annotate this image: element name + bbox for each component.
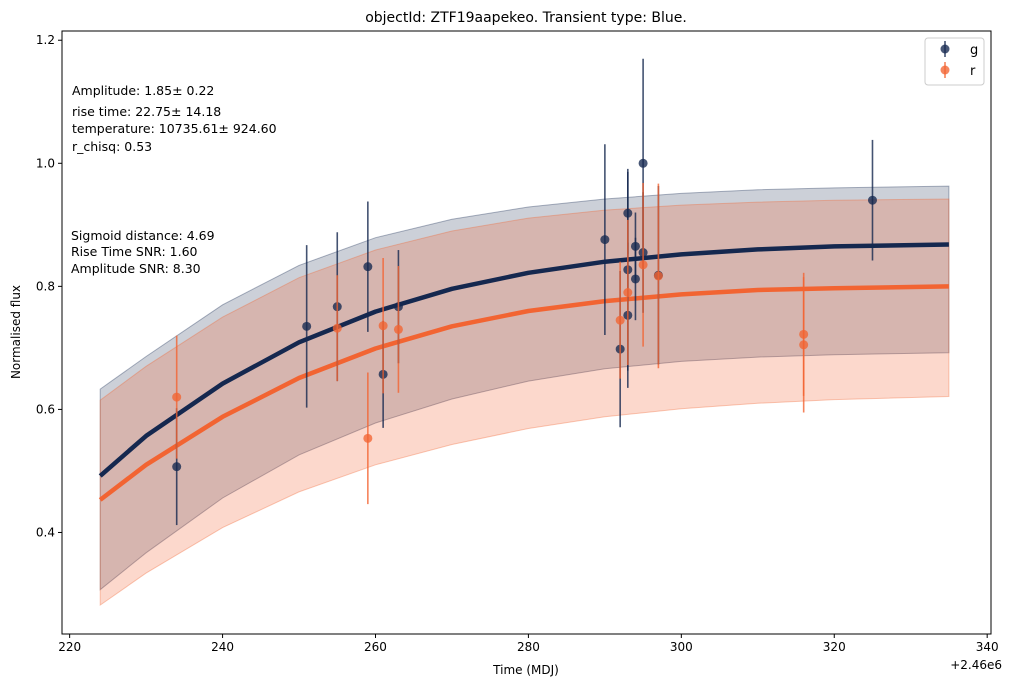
y-tick-label: 1.0 [36, 156, 55, 170]
legend-label-r: r [970, 64, 976, 79]
data-point-g [600, 235, 610, 245]
annotation-rise-time: rise time: 22.75± 14.18 [72, 104, 221, 119]
x-tick-label: 260 [364, 640, 387, 654]
y-tick-label: 0.6 [36, 402, 55, 416]
annotation-amplitude: Amplitude: 1.85± 0.22 [72, 83, 214, 98]
series-r [172, 182, 809, 505]
data-point-g [630, 274, 640, 284]
data-point-g [172, 462, 182, 472]
axes-frame [61, 30, 992, 635]
x-tick-label: 320 [823, 640, 846, 654]
fit-parameters-annotation: Amplitude: 1.85± 0.22 rise time: 22.75± … [72, 83, 277, 154]
legend-box [924, 37, 985, 86]
data-point-r [393, 324, 403, 334]
data-point-r [332, 323, 342, 333]
annotation-temperature: temperature: 10735.61± 924.60 [72, 121, 277, 136]
data-point-r [638, 260, 648, 270]
legend-marker-g [940, 44, 950, 54]
data-point-g [302, 321, 312, 331]
data-point-g [623, 208, 633, 218]
chart-title: objectId: ZTF19aapekeo. Transient type: … [365, 10, 687, 26]
x-tick-label: 280 [517, 640, 540, 654]
annotation-amplitude-snr: Amplitude SNR: 8.30 [71, 261, 201, 276]
legend-label-g: g [970, 43, 978, 58]
x-tick-label: 300 [670, 640, 693, 654]
data-point-g [638, 158, 648, 168]
legend-marker-r [940, 65, 950, 75]
data-point-r [653, 271, 663, 281]
x-axis-label: Time (MDJ) [492, 663, 559, 677]
annotation-sigmoid-distance: Sigmoid distance: 4.69 [71, 228, 215, 243]
y-tick-label: 0.8 [36, 279, 55, 293]
data-point-r [378, 321, 388, 331]
data-point-r [799, 329, 809, 339]
confidence-band-g [99, 185, 950, 591]
legend: gr [924, 37, 985, 86]
fit-curve-r [98, 284, 949, 502]
data-point-g [867, 195, 877, 205]
annotation-rise-time-snr: Rise Time SNR: 1.60 [71, 244, 198, 259]
data-point-r [363, 433, 373, 443]
y-axis-label: Normalised flux [9, 285, 23, 379]
data-point-r [615, 315, 625, 325]
data-point-r [172, 392, 182, 402]
x-tick-label: 340 [976, 640, 999, 654]
data-point-g [363, 262, 373, 272]
plot-area [98, 58, 950, 607]
y-tick-label: 1.2 [36, 33, 55, 47]
data-point-r [623, 288, 633, 298]
y-tick-label: 0.4 [36, 525, 55, 539]
x-tick-label: 220 [58, 640, 81, 654]
x-tick-label: 240 [211, 640, 234, 654]
x-axis-offset-label: +2.46e6 [950, 658, 1002, 672]
snr-annotation: Sigmoid distance: 4.69 Rise Time SNR: 1.… [71, 228, 215, 276]
annotation-r-chisq: r_chisq: 0.53 [72, 139, 152, 154]
y-axis: 0.4 0.6 0.8 1.0 1.2 [36, 33, 62, 539]
fit-curve-g [98, 242, 949, 478]
confidence-band-r [99, 198, 950, 607]
x-axis: 220 240 260 280 300 320 340 [58, 634, 999, 654]
